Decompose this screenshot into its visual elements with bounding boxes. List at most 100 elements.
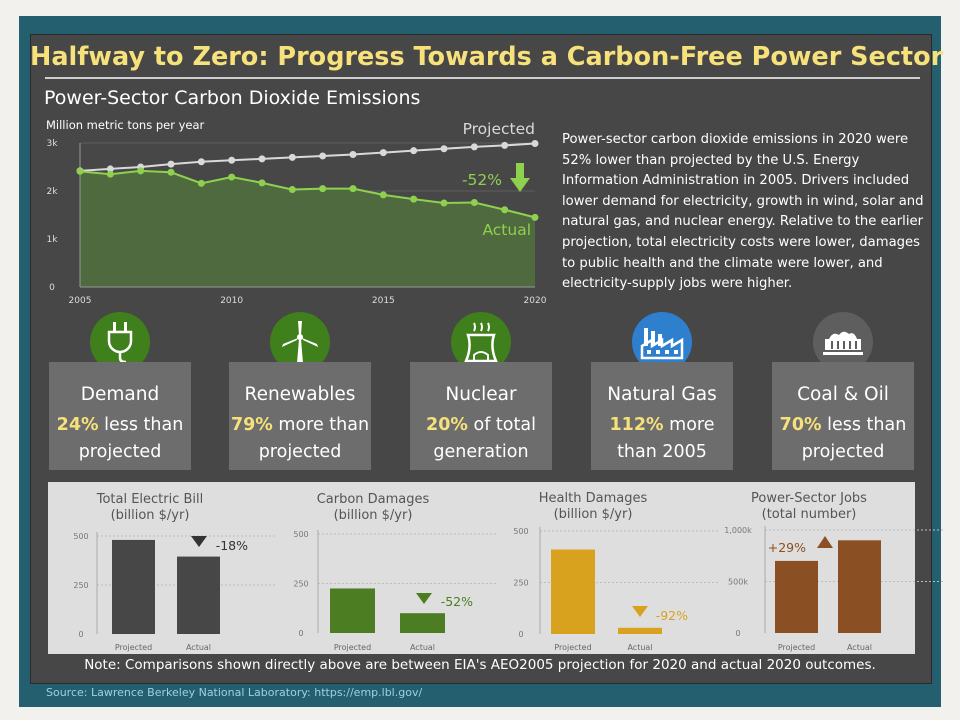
card-title: Demand bbox=[80, 384, 160, 405]
comparison-chart: 0 250 500 Projected Actual -52% bbox=[293, 530, 498, 652]
actual-data-point bbox=[501, 206, 509, 214]
bar bbox=[177, 556, 220, 634]
card-stat-value: 79% bbox=[230, 415, 273, 435]
y-tick-label: 0 bbox=[49, 283, 55, 293]
sector-card: Natural Gas 112% more than 2005 bbox=[591, 362, 733, 470]
category-label: Projected bbox=[554, 643, 591, 652]
projected-data-point bbox=[167, 160, 175, 168]
y-tick-label: 1k bbox=[47, 235, 59, 245]
down-arrow-icon bbox=[510, 163, 530, 192]
category-label: Projected bbox=[778, 643, 815, 652]
card-title: Coal & Oil bbox=[797, 384, 889, 405]
change-label: +29% bbox=[768, 540, 806, 555]
card-stat-text: more than 2005 bbox=[617, 415, 715, 462]
projected-data-point bbox=[440, 145, 448, 153]
sector-card: Coal & Oil 70% less than projected bbox=[772, 362, 914, 470]
source-credit: Source: Lawrence Berkeley National Labor… bbox=[46, 686, 423, 699]
bar bbox=[838, 540, 881, 633]
comparison-chart-title: Health Damages (billion $/yr) bbox=[538, 491, 648, 522]
actual-data-point bbox=[197, 179, 205, 187]
card-title: Renewables bbox=[244, 384, 356, 405]
comparison-chart-title: Carbon Damages (billion $/yr) bbox=[316, 492, 430, 523]
actual-area bbox=[80, 170, 535, 287]
projected-data-point bbox=[228, 156, 236, 164]
card-stat: 20% of total generation bbox=[410, 412, 552, 466]
change-label: -92% bbox=[656, 608, 688, 623]
actual-data-point bbox=[531, 213, 539, 221]
change-label: -18% bbox=[216, 538, 248, 553]
actual-data-point bbox=[349, 185, 357, 193]
projected-series-label: Projected bbox=[463, 120, 535, 138]
y-tick-label: 0 bbox=[78, 630, 83, 639]
card-stat-value: 70% bbox=[779, 415, 822, 435]
projected-data-point bbox=[531, 139, 539, 147]
projected-data-point bbox=[410, 147, 418, 155]
actual-data-point bbox=[379, 191, 387, 199]
comparison-chart-title: Power-Sector Jobs (total number) bbox=[751, 491, 867, 522]
emissions-chart-title: Power-Sector Carbon Dioxide Emissions bbox=[44, 87, 421, 109]
y-tick-label: 500 bbox=[293, 530, 308, 539]
bar bbox=[330, 588, 375, 633]
actual-data-point bbox=[258, 179, 266, 187]
card-stat-text: less than projected bbox=[78, 415, 184, 462]
actual-series-line bbox=[79, 169, 536, 219]
category-label: Actual bbox=[186, 643, 211, 652]
card-stat: 112% more than 2005 bbox=[591, 412, 733, 466]
comparison-chart: 0 250 500 Projected Actual -18% bbox=[73, 532, 277, 652]
down-arrow-icon bbox=[632, 606, 648, 617]
actual-data-point bbox=[470, 199, 478, 207]
y-tick-label: 500 bbox=[513, 527, 528, 536]
card-stat-value: 20% bbox=[426, 415, 468, 435]
bar bbox=[618, 627, 662, 634]
actual-data-point bbox=[76, 167, 84, 175]
actual-data-point bbox=[137, 167, 145, 175]
emissions-y-axis-label: Million metric tons per year bbox=[46, 118, 205, 132]
y-tick-label: 3k bbox=[47, 139, 59, 149]
change-label: -52% bbox=[441, 594, 473, 609]
card-stat-text: less than projected bbox=[801, 415, 907, 462]
comparison-chart: 0 250 500 Projected Actual -92% bbox=[513, 527, 720, 652]
card-title: Natural Gas bbox=[607, 384, 717, 405]
card-stat-text: of total generation bbox=[433, 415, 536, 462]
y-tick-label: 500 bbox=[73, 532, 88, 541]
y-tick-label: 0 bbox=[518, 630, 523, 639]
card-title: Nuclear bbox=[445, 384, 517, 405]
comparison-note: Note: Comparisons shown directly above a… bbox=[84, 657, 876, 673]
reduction-annotation: -52% bbox=[462, 171, 502, 189]
actual-data-point bbox=[228, 173, 236, 181]
comparison-chart-title: Total Electric Bill (billion $/yr) bbox=[96, 492, 204, 523]
projected-data-point bbox=[319, 152, 327, 160]
x-tick-label: 2015 bbox=[372, 296, 395, 306]
projected-series-line bbox=[79, 142, 536, 172]
category-label: Projected bbox=[115, 643, 152, 652]
x-tick-label: 2020 bbox=[524, 296, 547, 306]
card-stat: 70% less than projected bbox=[772, 412, 914, 466]
comparison-chart: 0 500k 1,000k Projected Actual +29% bbox=[724, 526, 945, 652]
projected-data-point bbox=[106, 165, 114, 173]
projected-data-point bbox=[197, 158, 205, 166]
category-label: Actual bbox=[410, 643, 435, 652]
sector-card: Nuclear 20% of total generation bbox=[410, 362, 552, 470]
up-arrow-icon bbox=[817, 536, 833, 548]
card-stat-value: 24% bbox=[56, 415, 99, 435]
category-label: Actual bbox=[627, 643, 652, 652]
actual-data-point bbox=[288, 186, 296, 194]
category-label: Actual bbox=[847, 643, 872, 652]
actual-data-point bbox=[167, 168, 175, 176]
down-arrow-icon bbox=[191, 536, 207, 547]
y-tick-label: 1,000k bbox=[724, 526, 752, 535]
y-tick-label: 250 bbox=[73, 581, 88, 590]
card-stat-text: more than projected bbox=[258, 415, 370, 462]
x-tick-label: 2005 bbox=[69, 296, 92, 306]
y-tick-label: 2k bbox=[47, 187, 59, 197]
y-tick-label: 250 bbox=[293, 580, 308, 589]
bar bbox=[112, 539, 155, 634]
actual-series-label: Actual bbox=[482, 221, 531, 239]
projected-data-point bbox=[258, 155, 266, 163]
sector-card: Renewables 79% more than projected bbox=[229, 362, 371, 470]
emissions-line-chart: 0 1k 2k 3k 2005 2010 2015 2020 Projected Actual -5… bbox=[47, 120, 547, 306]
card-stat: 79% more than projected bbox=[229, 412, 371, 466]
bar bbox=[775, 560, 818, 633]
y-tick-label: 250 bbox=[513, 579, 528, 588]
